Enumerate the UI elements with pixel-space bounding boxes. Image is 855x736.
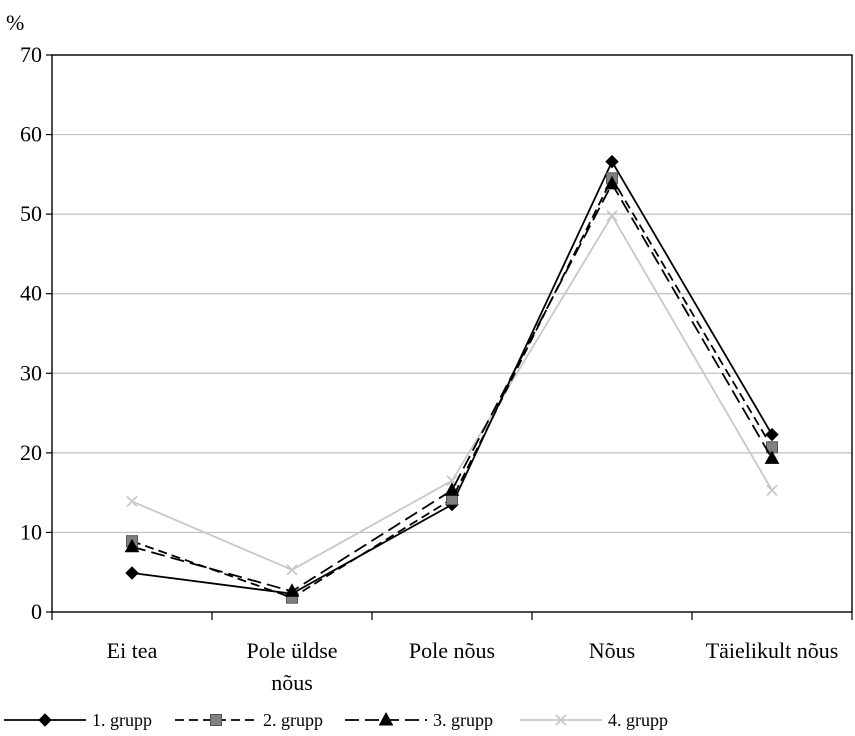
y-tick-label: 20: [20, 440, 42, 465]
legend-label: 4. grupp: [608, 710, 668, 730]
legend-label: 1. grupp: [92, 710, 152, 730]
series-3: [124, 175, 780, 597]
y-tick-label: 0: [31, 599, 42, 624]
data-point-diamond: [125, 566, 139, 580]
y-tick-label: 40: [20, 281, 42, 306]
series-line: [131, 213, 773, 571]
series-line: [131, 159, 773, 595]
plot-area-frame: [51, 54, 853, 613]
legend-item: 4. grupp: [520, 710, 668, 730]
data-point-triangle: [378, 711, 394, 726]
y-tick-label: 10: [20, 519, 42, 544]
x-tick-label: Täielikult nõus: [706, 638, 839, 663]
legend-item: 2. grupp: [175, 710, 323, 730]
legend-item: 1. grupp: [4, 710, 152, 730]
data-point-cross: [286, 564, 298, 576]
legend-item: 3. grupp: [345, 710, 493, 730]
series-4: [126, 210, 778, 576]
series-line: [131, 182, 773, 593]
series-1: [125, 154, 779, 601]
x-tick-label: Pole üldse: [246, 638, 337, 663]
data-point-triangle: [284, 583, 300, 597]
data-point-triangle: [444, 482, 460, 496]
data-point-cross: [555, 714, 567, 726]
data-point-cross: [126, 495, 138, 508]
x-tick-label: Pole nõus: [409, 638, 495, 663]
data-point-cross: [606, 210, 618, 222]
y-tick-label: 30: [20, 360, 42, 385]
y-tick-label: 70: [20, 42, 42, 67]
data-point-square: [210, 714, 222, 726]
x-tick-label: nõus: [271, 670, 313, 695]
legend-label: 3. grupp: [433, 710, 493, 730]
series-line: [131, 176, 773, 599]
y-tick-label: 60: [20, 122, 42, 147]
data-point-triangle: [124, 538, 140, 553]
data-point-cross: [766, 484, 778, 496]
y-tick-label: 50: [20, 201, 42, 226]
data-point-triangle: [604, 175, 620, 190]
data-point-triangle: [764, 450, 780, 464]
legend: 1. grupp 2. grupp 3. grupp 4. grupp: [4, 710, 668, 730]
legend-label: 2. grupp: [263, 710, 323, 730]
y-unit-label: %: [6, 10, 24, 35]
data-point-diamond: [605, 154, 619, 169]
data-point-diamond: [765, 427, 779, 442]
series-2: [126, 172, 778, 604]
data-point-diamond: [38, 713, 52, 727]
x-tick-label: Ei tea: [107, 638, 158, 663]
x-tick-label: Nõus: [589, 638, 635, 663]
